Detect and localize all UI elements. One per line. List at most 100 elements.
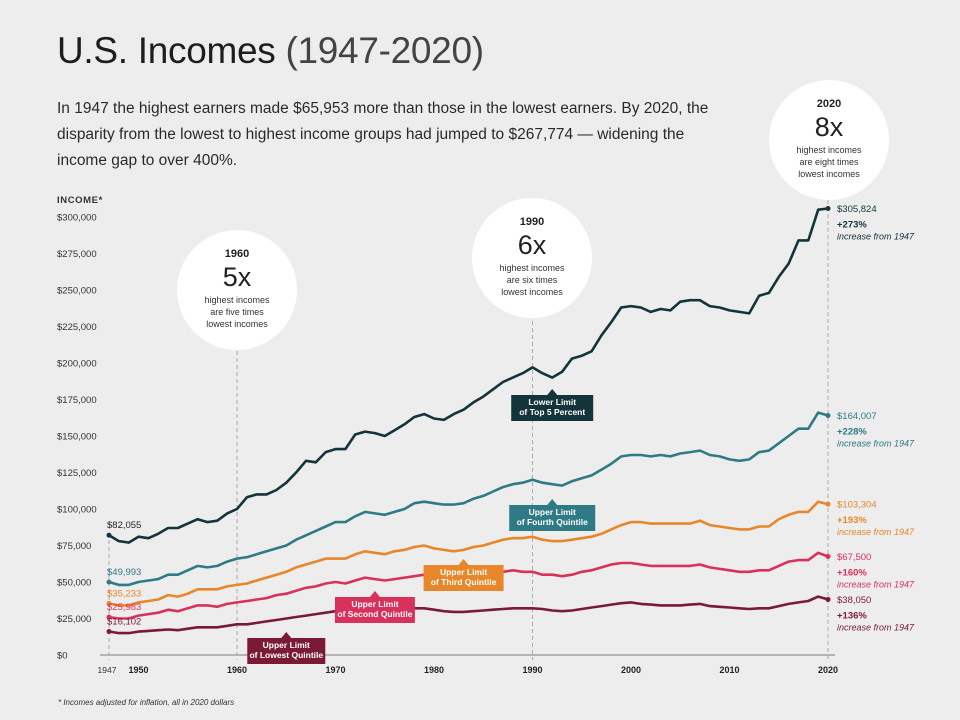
x-tick-label: 1947 xyxy=(98,665,117,675)
label-text-second: Upper Limit xyxy=(351,599,398,609)
x-tick-label: 1950 xyxy=(129,665,149,675)
y-tick-label: $250,000 xyxy=(57,286,97,297)
label-text-third: of Third Quintile xyxy=(431,577,497,587)
y-tick-label: $225,000 xyxy=(57,322,97,333)
end-values: $305,824+273%increase from 1947$164,007+… xyxy=(837,204,915,632)
label-box-top5 xyxy=(511,395,594,421)
callout-note: lowest incomes xyxy=(206,319,268,329)
series-line-top5 xyxy=(108,207,829,544)
intro-paragraph: In 1947 the highest earners made $65,953… xyxy=(57,100,709,169)
y-tick-label: $0 xyxy=(57,651,68,662)
y-axis-label: INCOME* xyxy=(57,195,103,206)
start-point-third xyxy=(106,601,112,607)
y-tick-label: $200,000 xyxy=(57,359,97,370)
end-value-fourth: $164,007 xyxy=(837,411,877,422)
y-tick-label: $175,000 xyxy=(57,395,97,406)
callout-multiple: 8x xyxy=(815,112,844,142)
end-pct-lowest: +136% xyxy=(837,610,867,621)
end-point-lowest xyxy=(825,596,831,602)
end-note-third: increase from 1947 xyxy=(837,527,915,537)
series-line-fourth xyxy=(108,411,829,587)
label-pointer-fourth xyxy=(547,499,558,505)
callout-note: highest incomes xyxy=(204,295,270,305)
y-tick-label: $125,000 xyxy=(57,468,97,479)
start-value-second: $25,983 xyxy=(107,602,141,613)
label-text-lowest: of Lowest Quintile xyxy=(249,650,323,660)
label-pointer-third xyxy=(458,559,469,565)
callout-year: 1960 xyxy=(225,248,249,260)
callout-note: lowest incomes xyxy=(501,287,563,297)
title-main: U.S. Incomes xyxy=(57,30,276,71)
x-tick-label: 2010 xyxy=(719,665,739,675)
callout-multiple: 6x xyxy=(518,230,547,260)
start-value-lowest: $16,102 xyxy=(107,616,141,627)
x-tick-label: 1960 xyxy=(227,665,247,675)
label-box-lowest xyxy=(247,638,326,664)
start-point-lowest xyxy=(106,628,112,634)
y-tick-label: $300,000 xyxy=(57,213,97,224)
footnote: * Incomes adjusted for inflation, all in… xyxy=(58,698,235,707)
y-tick-label: $25,000 xyxy=(57,614,91,625)
callout-1960: 1960 5x highest incomes are five times lowes… xyxy=(177,230,297,350)
callout-note: are eight times xyxy=(799,157,859,167)
callout-note: highest incomes xyxy=(796,145,862,155)
label-box-third xyxy=(423,565,504,591)
callout-note: highest incomes xyxy=(499,263,565,273)
x-tick-label: 1980 xyxy=(424,665,444,675)
x-tick-label: 2020 xyxy=(818,665,838,675)
end-pct-top5: +273% xyxy=(837,219,867,230)
x-tick-label: 1990 xyxy=(523,665,543,675)
chart-axis: $0 $25,000 $50,000 $75,000 $100,000 $125,000 $… xyxy=(57,195,838,675)
end-point-top5 xyxy=(825,205,831,211)
label-text-top5: Lower Limit xyxy=(528,397,576,407)
x-tick-label: 1970 xyxy=(326,665,346,675)
callout-circles: 1960 5x highest incomes are five times lowes… xyxy=(177,80,889,350)
callout-circle xyxy=(177,230,297,350)
label-text-top5: of Top 5 Percent xyxy=(519,407,585,417)
callout-2020: 2020 8x highest incomes are eight times lowe… xyxy=(769,80,889,200)
label-text-second: of Second Quintile xyxy=(337,609,412,619)
callout-multiple: 5x xyxy=(223,262,252,292)
label-text-fourth: of Fourth Quintile xyxy=(517,517,589,527)
end-pct-second: +160% xyxy=(837,567,867,578)
end-note-top5: increase from 1947 xyxy=(837,231,915,241)
start-point-second xyxy=(106,614,112,620)
label-pointer-second xyxy=(369,591,380,597)
x-tick-label: 2000 xyxy=(621,665,641,675)
end-value-third: $103,304 xyxy=(837,500,877,511)
series-line-third xyxy=(108,500,829,607)
start-point-top5 xyxy=(106,532,112,538)
end-point-third xyxy=(825,501,831,507)
end-note-fourth: increase from 1947 xyxy=(837,439,915,449)
start-point-fourth xyxy=(106,579,112,585)
series-line-lowest xyxy=(108,595,829,635)
end-value-top5: $305,824 xyxy=(837,204,877,215)
end-pct-third: +193% xyxy=(837,515,867,526)
page-title: U.S. Incomes (1947-2020) xyxy=(57,30,484,72)
end-point-second xyxy=(825,553,831,559)
callout-note: are six times xyxy=(507,275,558,285)
callout-note: are five times xyxy=(210,307,264,317)
start-value-top5: $82,055 xyxy=(107,520,141,531)
y-tick-label: $75,000 xyxy=(57,541,91,552)
callout-year: 2020 xyxy=(817,98,841,110)
end-point-fourth xyxy=(825,413,831,419)
end-note-lowest: increase from 1947 xyxy=(837,622,915,632)
label-pointer-lowest xyxy=(281,632,292,638)
end-value-second: $67,500 xyxy=(837,552,871,563)
callout-1990: 1990 6x highest incomes are six times lowest… xyxy=(472,198,592,318)
y-tick-label: $50,000 xyxy=(57,578,91,589)
series-lines: $82,055 $49,993 $35,233 $25,983 $16,102 xyxy=(106,205,831,635)
y-tick-label: $150,000 xyxy=(57,432,97,443)
callout-note: lowest incomes xyxy=(798,169,860,179)
y-tick-label: $100,000 xyxy=(57,505,97,516)
y-tick-label: $275,000 xyxy=(57,249,97,260)
callout-circle xyxy=(769,80,889,200)
end-value-lowest: $38,050 xyxy=(837,595,871,606)
label-box-second xyxy=(334,597,415,623)
start-value-third: $35,233 xyxy=(107,589,141,600)
end-note-second: increase from 1947 xyxy=(837,579,915,589)
start-value-fourth: $49,993 xyxy=(107,567,141,578)
